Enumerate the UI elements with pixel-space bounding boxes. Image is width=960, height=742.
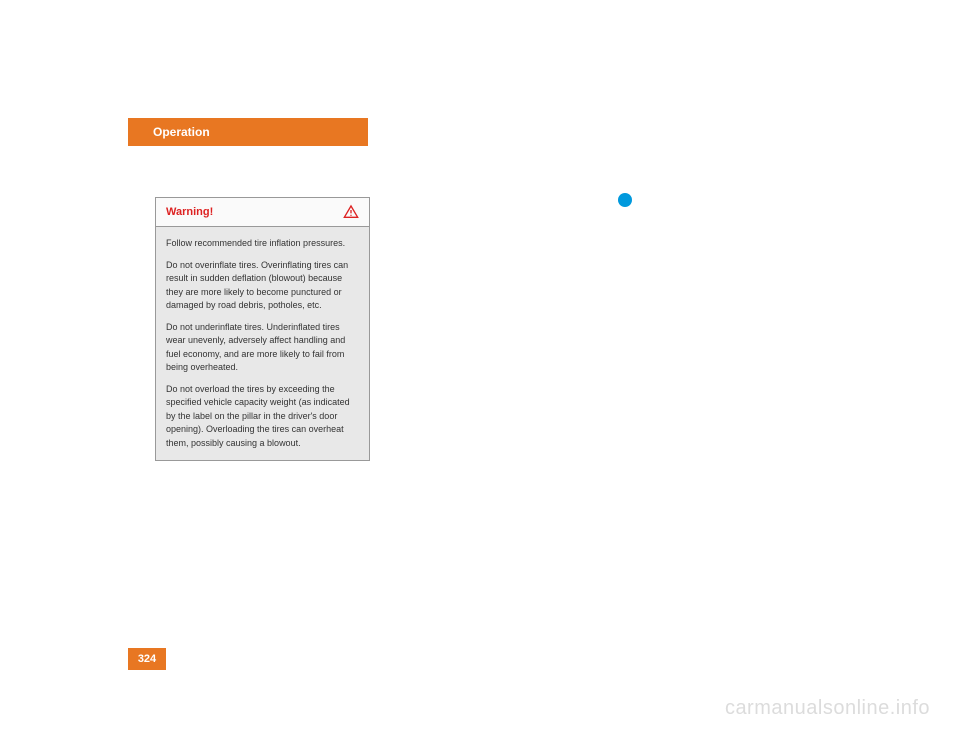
warning-box: Warning! Follow recommended tire inflati… [155,197,370,461]
warning-title: Warning! [166,206,213,218]
section-title: Operation [153,125,210,139]
warning-paragraph: Follow recommended tire inflation pressu… [166,237,359,251]
info-circle-icon [618,193,632,207]
page-number-text: 324 [138,653,156,665]
warning-header: Warning! [156,198,369,227]
watermark: carmanualsonline.info [725,697,930,720]
warning-paragraph: Do not overinflate tires. Overinflating … [166,259,359,313]
warning-paragraph: Do not underinflate tires. Underinflated… [166,321,359,375]
section-header: Operation [128,118,368,146]
page-number: 324 [128,648,166,670]
warning-body: Follow recommended tire inflation pressu… [156,227,369,460]
warning-paragraph: Do not overload the tires by exceeding t… [166,383,359,451]
warning-triangle-icon [343,204,359,220]
